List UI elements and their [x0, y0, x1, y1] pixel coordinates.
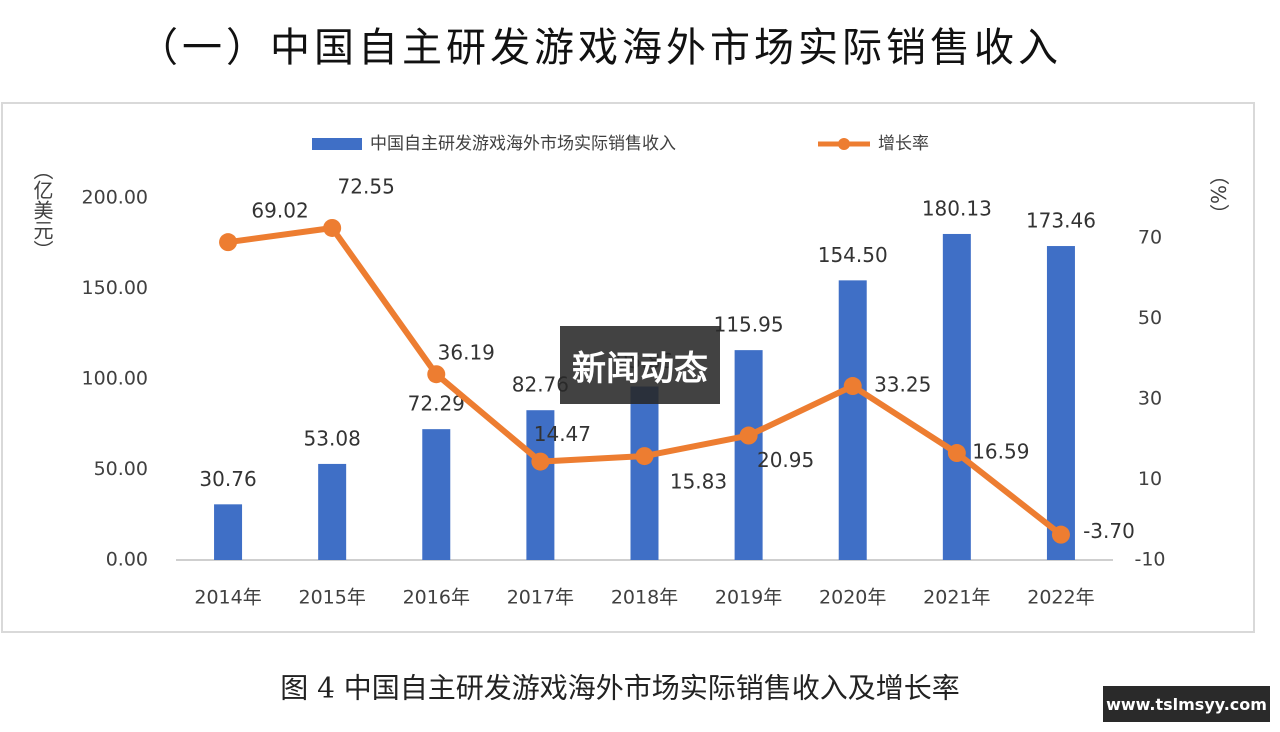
growth-point	[739, 426, 758, 445]
y-tick-label: 200.00	[82, 187, 148, 209]
caption: 图 4 中国自主研发游戏海外市场实际销售收入及增长率	[280, 672, 960, 705]
legend-swatch	[838, 138, 850, 150]
bar-value-label: 82.76	[512, 373, 569, 397]
growth-point	[1051, 525, 1070, 544]
legend-label: 中国自主研发游戏海外市场实际销售收入	[370, 134, 676, 154]
bar	[1046, 246, 1075, 560]
line-value-label: 15.83	[670, 470, 727, 494]
overlay-badge: 新闻动态	[560, 326, 720, 404]
x-tick-label: 2020年	[819, 587, 886, 609]
bar	[838, 280, 867, 560]
growth-point	[843, 377, 862, 396]
growth-point	[531, 452, 550, 471]
bar-value-label: 53.08	[304, 426, 361, 450]
line-value-label: 16.59	[972, 440, 1029, 464]
growth-point	[635, 447, 654, 466]
line-value-label: -3.70	[1083, 519, 1135, 543]
bar-value-label: 30.76	[199, 467, 256, 491]
bar	[214, 504, 243, 560]
growth-point	[427, 365, 446, 384]
x-tick-label: 2019年	[715, 587, 782, 609]
bar-value-label: 180.13	[922, 196, 992, 220]
bar	[526, 410, 555, 560]
x-tick-label: 2021年	[923, 587, 990, 609]
x-tick-label: 2018年	[611, 587, 678, 609]
growth-point	[323, 218, 342, 237]
y-tick-label: 0.00	[106, 549, 148, 571]
growth-point	[219, 233, 238, 252]
heading: （一）中国自主研发游戏海外市场实际销售收入	[138, 25, 1062, 71]
bar	[734, 350, 763, 560]
line-value-label: 33.25	[874, 373, 931, 397]
y-tick-label: 100.00	[82, 368, 148, 390]
line-value-label: 36.19	[438, 341, 495, 365]
y-axis-label: （亿美元）	[30, 160, 54, 260]
x-tick-label: 2017年	[507, 587, 574, 609]
legend-label: 增长率	[878, 134, 929, 154]
y2-axis-label: （%）	[1206, 165, 1230, 224]
line-value-label: 69.02	[251, 199, 308, 223]
watermark: www.tslmsyy.com	[1103, 686, 1270, 722]
bar-value-label: 154.50	[818, 243, 888, 267]
y2-tick-label: -10	[1134, 549, 1165, 571]
y-tick-label: 50.00	[94, 458, 148, 480]
bar	[942, 233, 971, 560]
line-value-label: 72.55	[338, 174, 395, 198]
bar-value-label: 173.46	[1026, 209, 1096, 233]
line-value-label: 14.47	[534, 422, 591, 446]
y2-tick-label: 30	[1138, 388, 1162, 410]
bar-value-label: 115.95	[714, 313, 784, 337]
line-value-label: 20.95	[757, 448, 814, 472]
bar-value-label: 72.29	[408, 392, 465, 416]
x-tick-label: 2014年	[194, 587, 261, 609]
y2-tick-label: 50	[1138, 307, 1162, 329]
chart-frame	[1, 102, 1255, 633]
y-tick-label: 150.00	[82, 277, 148, 299]
x-tick-label: 2016年	[403, 587, 470, 609]
y2-tick-label: 70	[1138, 227, 1162, 249]
bar	[630, 386, 659, 560]
legend-swatch	[312, 138, 362, 150]
x-tick-label: 2022年	[1027, 587, 1094, 609]
growth-point	[947, 444, 966, 463]
y2-tick-label: 10	[1138, 468, 1162, 490]
bar	[422, 429, 451, 560]
bar	[318, 463, 347, 560]
x-tick-label: 2015年	[298, 587, 365, 609]
